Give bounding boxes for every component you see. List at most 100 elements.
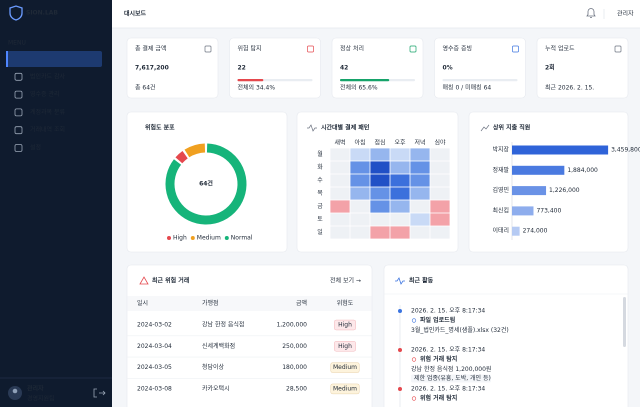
menu-item[interactable]: 거래내역 조회 <box>14 126 65 135</box>
table-cell: 청담이상 <box>202 363 225 371</box>
heat-cell <box>410 148 430 161</box>
bar <box>512 206 534 216</box>
chart-title: 상위 지출 직원 <box>493 124 530 132</box>
table-header: 위험도 <box>337 299 354 307</box>
view-all-link[interactable]: 전체 보기 → <box>330 277 361 285</box>
menu-item[interactable]: 법인카드 감사 <box>14 72 66 81</box>
bar-value-label: 773,400 <box>536 207 561 214</box>
activity-item-icon <box>411 357 417 362</box>
panel <box>331 37 424 99</box>
donut-segment <box>175 151 188 164</box>
heat-cell <box>330 148 350 161</box>
heat-row-label: 화 <box>317 164 323 171</box>
heat-cell <box>350 213 370 226</box>
bar-value-label: 3,459,800 <box>611 147 640 154</box>
risk-badge-text: Medium <box>333 385 357 392</box>
user-team: 경영지원팀 <box>27 395 55 403</box>
kpi-label: 위험 탐지 <box>238 45 262 53</box>
table-cell: 180,000 <box>282 364 307 371</box>
kpi-label: 정상 처리 <box>340 45 364 53</box>
heat-cell <box>410 226 430 239</box>
menu-item[interactable]: 영수증 관리 <box>14 90 60 99</box>
menu-text[interactable]: 계정과목 분류 <box>30 108 66 116</box>
kpi-icon <box>512 45 519 53</box>
panel <box>229 37 321 99</box>
menu-icon <box>14 90 23 99</box>
heat-cell <box>390 161 410 174</box>
bar-label: 이태리 <box>492 227 509 235</box>
chart-icon <box>307 124 317 132</box>
menu-text[interactable]: 법인카드 감사 <box>30 72 66 80</box>
panel <box>434 37 526 99</box>
menu-text[interactable]: 설정 <box>30 144 41 152</box>
activity-item-title: 위험 거래 탐지 <box>420 394 457 402</box>
heat-cell <box>390 187 410 200</box>
risk-badge <box>334 341 356 352</box>
heat-cell <box>410 200 430 213</box>
heat-cell <box>330 174 350 187</box>
bar-value-label: 274,000 <box>523 228 548 235</box>
table-header-bg <box>127 296 372 311</box>
risk-badge-text: Medium <box>333 364 357 371</box>
bar-label: 정재팔 <box>492 166 509 174</box>
heat-col-label: 아침 <box>354 139 365 147</box>
activity-item-title: 위험 거래 탐지 <box>420 355 457 363</box>
progress-track <box>442 79 518 82</box>
risk-badge-text: High <box>338 343 352 350</box>
heat-cell <box>350 174 370 187</box>
kpi-note: 전체의 65.6% <box>340 84 378 92</box>
legend-label: Normal <box>231 235 253 242</box>
legend-label: Medium <box>197 235 221 242</box>
menu-item[interactable]: 설정 <box>14 144 41 152</box>
heat-col-label: 오후 <box>394 139 406 147</box>
legend-label: High <box>173 235 187 242</box>
kpi-value: 22 <box>238 65 246 72</box>
legend-swatch <box>224 236 229 240</box>
heat-cell <box>330 161 350 174</box>
heat-cell <box>430 200 450 213</box>
menu-icon <box>14 72 23 81</box>
heat-cell <box>370 161 390 174</box>
heat-cell <box>410 187 430 200</box>
heat-col-label: 심야 <box>434 139 446 147</box>
panel <box>383 264 629 407</box>
activity-sub-bg <box>411 374 491 383</box>
heat-row-label: 토 <box>317 216 323 223</box>
heat-cell <box>430 213 450 226</box>
logo-icon <box>9 5 23 21</box>
activity-item-icon <box>411 318 417 323</box>
table-header: 금액 <box>296 300 307 307</box>
heat-cell <box>370 148 390 161</box>
heat-cell <box>330 226 350 239</box>
kpi-icon <box>204 45 212 53</box>
bar-label: 김영민 <box>492 186 509 194</box>
menu-text[interactable]: 영수증 관리 <box>30 90 60 98</box>
heat-row-label: 금 <box>317 203 323 210</box>
chart-title: 위험도 분포 <box>145 124 175 132</box>
menu-label: MENU <box>8 40 26 47</box>
table-cell: 강남 한정 음식점 <box>202 321 244 329</box>
menu-text[interactable]: 거래내역 조회 <box>30 126 65 134</box>
heat-cell <box>430 226 450 239</box>
logout-icon[interactable] <box>93 388 106 398</box>
heat-cell <box>390 213 410 226</box>
bar-label: 최신킴 <box>492 206 509 214</box>
heat-cell <box>390 148 410 161</box>
heat-cell <box>370 200 390 213</box>
bell-icon[interactable] <box>586 8 596 18</box>
activity-icon <box>395 277 405 285</box>
heat-row-label: 일 <box>317 228 323 236</box>
header-user: 관리자 <box>617 10 634 18</box>
table-title: 최근 위험 거래 <box>152 277 190 285</box>
heat-cell <box>350 161 370 174</box>
activity-title: 최근 활동 <box>409 277 434 285</box>
menu-item[interactable]: 계정과목 분류 <box>14 108 66 117</box>
heat-col-label: 저녁 <box>414 139 425 147</box>
kpi-icon <box>307 45 314 53</box>
risk-badge <box>330 362 360 373</box>
panel <box>536 37 629 99</box>
kpi-label: 총 결제 금액 <box>135 45 166 53</box>
panel <box>126 37 219 99</box>
